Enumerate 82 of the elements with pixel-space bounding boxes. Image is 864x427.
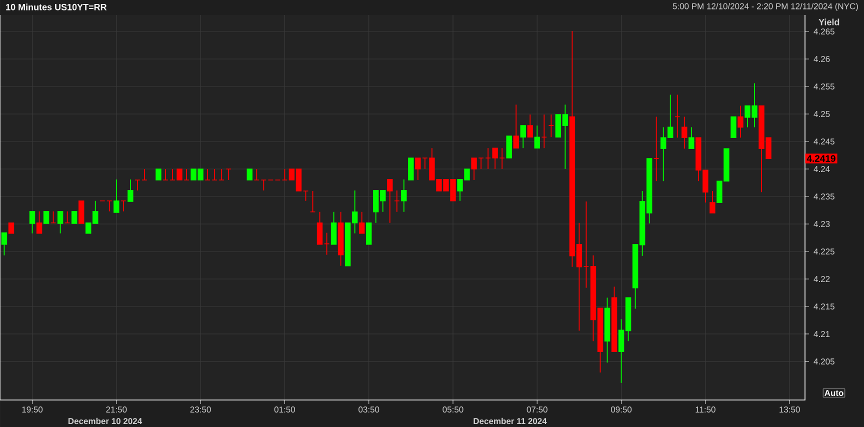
candlestick	[114, 178, 120, 213]
candlestick	[548, 114, 554, 138]
candlestick	[534, 125, 540, 149]
candlestick	[50, 210, 56, 224]
candlestick	[78, 200, 84, 224]
candlestick	[106, 200, 112, 212]
candlestick	[1, 232, 8, 256]
x-tick-label: 03:50	[358, 406, 380, 413]
candlestick	[226, 168, 232, 180]
candlestick	[730, 116, 736, 138]
x-tick-label: 23:50	[190, 406, 211, 413]
candlestick	[8, 222, 14, 234]
candlestick	[71, 210, 78, 224]
candlestick	[64, 210, 70, 224]
candlestick	[282, 168, 288, 180]
candlestick	[527, 114, 533, 138]
candlestick	[260, 180, 267, 191]
candlestick	[316, 211, 323, 245]
text: 4.2419	[806, 155, 836, 162]
candlestick	[506, 136, 512, 158]
y-tick-label: 4.25	[814, 110, 830, 117]
candlestick	[254, 168, 260, 180]
x-tick-label: 21:50	[106, 406, 127, 413]
y-tick-label: 4.21	[814, 331, 830, 337]
y-tick-label: 4.205	[814, 358, 834, 364]
y-tick-label: 4.215	[814, 303, 834, 310]
candlestick	[653, 116, 660, 182]
candlestick	[394, 190, 400, 212]
chart-subtitle: 5:00 PM 12/10/2024 - 2:20 PM 12/11/2024 (NYC)	[672, 3, 858, 11]
candlestick	[246, 168, 252, 180]
candlestick	[330, 211, 337, 245]
x-tick-label: 09:50	[610, 406, 632, 413]
chart-title: 10 Minutes US10YT=RR	[6, 4, 107, 10]
candlestick	[302, 190, 309, 202]
candlestick	[324, 232, 330, 256]
candlestick	[583, 200, 590, 288]
candlestick	[212, 168, 218, 180]
candlestick	[520, 125, 526, 149]
candlestick	[387, 178, 393, 224]
candlestick	[128, 178, 134, 202]
text: December 11 2024	[474, 418, 547, 424]
y-tick-label: 4.23	[814, 220, 830, 227]
candlestick	[358, 211, 365, 234]
candlestick	[541, 114, 548, 149]
candlestick	[310, 190, 316, 212]
text: December 10 2024	[68, 418, 142, 424]
x-tick-label: 07:50	[526, 406, 548, 413]
y-tick-label: 4.24	[814, 166, 830, 172]
candlestick	[688, 126, 694, 150]
x-tick-label: 01:50	[274, 406, 295, 413]
candlestick	[36, 210, 42, 234]
candlestick	[120, 200, 126, 212]
candlestick	[156, 168, 162, 180]
candlestick	[29, 210, 36, 234]
y-axis-title: Yield	[818, 18, 840, 26]
candlestick	[513, 104, 519, 149]
y-tick-label: 4.235	[814, 193, 834, 200]
candlestick	[134, 180, 140, 191]
text: Auto	[824, 390, 844, 396]
x-tick-label: 19:50	[22, 406, 43, 413]
x-tick-label: 05:50	[442, 406, 464, 413]
candlestick	[401, 178, 407, 212]
candlestick	[682, 116, 688, 150]
candlestick	[204, 168, 210, 180]
candlestick	[408, 158, 414, 180]
candlestick	[710, 190, 716, 214]
y-tick-label: 4.265	[814, 28, 834, 34]
candlestick	[142, 168, 148, 180]
x-tick-label: 13:50	[780, 406, 800, 413]
x-tick-label: 11:50	[696, 406, 716, 413]
y-tick-label: 4.225	[814, 248, 834, 254]
candlestick	[738, 105, 744, 138]
y-tick-label: 4.255	[814, 83, 834, 90]
y-tick-label: 4.26	[814, 56, 830, 62]
candlestick	[366, 222, 372, 245]
y-tick-label: 4.245	[814, 138, 834, 144]
candlestick	[218, 168, 224, 180]
candlestick	[43, 210, 50, 224]
candlestick	[674, 94, 680, 138]
candlestick	[162, 168, 168, 180]
y-tick-label: 4.22	[814, 276, 830, 282]
candlestick	[57, 210, 64, 234]
